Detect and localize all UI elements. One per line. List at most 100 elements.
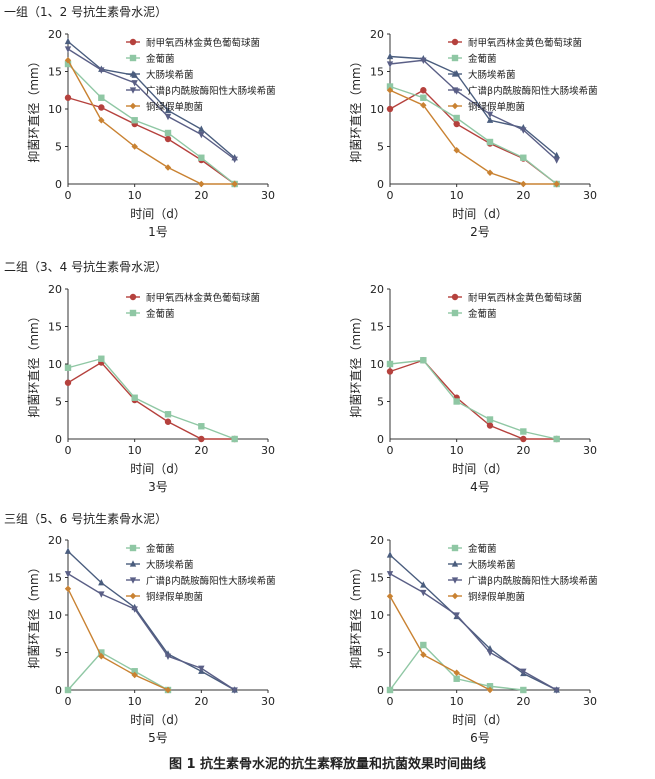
data-point xyxy=(131,117,138,124)
data-point xyxy=(420,589,427,597)
data-point xyxy=(231,156,238,164)
legend-label: 耐甲氧西林金黄色葡萄球菌 xyxy=(146,37,260,49)
series-line xyxy=(389,59,558,161)
x-axis-title: 时间（d） xyxy=(130,207,186,221)
legend-label: 广谱β内酰胺酶阳性大肠埃希菌 xyxy=(146,575,276,587)
series-3 xyxy=(386,571,560,694)
legend-marker xyxy=(451,38,459,46)
y-tick-label: 5 xyxy=(377,647,384,660)
series-line xyxy=(389,89,557,185)
axes: 5 10 15 20 0 10 20 30 0 xyxy=(48,534,275,708)
legend-item: 金葡菌 xyxy=(448,308,497,320)
y-tick-label: 5 xyxy=(377,396,384,409)
series-line xyxy=(67,48,236,160)
y-tick-label: 0 xyxy=(55,433,62,446)
x-tick-label: 20 xyxy=(194,189,208,202)
group-title-2: 二组（3、4 号抗生素骨水泥） xyxy=(4,260,168,274)
y-tick-label: 20 xyxy=(48,28,62,41)
data-point xyxy=(98,578,105,586)
data-point xyxy=(486,416,494,423)
data-point xyxy=(198,154,205,161)
legend-item: 金葡菌 xyxy=(126,308,175,320)
legend-marker xyxy=(451,70,459,77)
data-point xyxy=(231,180,238,188)
series-line xyxy=(389,595,491,691)
legend-marker xyxy=(451,560,459,567)
legend-marker xyxy=(451,102,459,110)
data-point xyxy=(64,60,72,68)
x-tick-label: 20 xyxy=(516,444,530,457)
x-tick-label: 30 xyxy=(583,695,597,708)
data-point xyxy=(453,114,460,122)
y-tick-label: 20 xyxy=(370,534,384,547)
data-point xyxy=(64,571,72,578)
data-point xyxy=(486,169,494,176)
y-axis-title: 抑菌环直径（mm） xyxy=(26,310,41,417)
data-point xyxy=(231,687,238,694)
legend-marker xyxy=(129,102,137,110)
y-tick-label: 20 xyxy=(48,283,62,296)
y-tick-label: 10 xyxy=(370,609,384,622)
data-point xyxy=(453,120,460,128)
legend-label: 耐甲氧西林金黄色葡萄球菌 xyxy=(146,292,260,304)
y-tick-label: 0 xyxy=(377,433,384,446)
legend-label: 金葡菌 xyxy=(146,543,175,555)
data-point xyxy=(164,135,172,143)
chart-title: 6号 xyxy=(470,731,490,745)
data-point xyxy=(386,83,394,90)
series-3 xyxy=(64,571,238,694)
data-point xyxy=(520,686,527,694)
legend-item: 耐甲氧西林金黄色葡萄球菌 xyxy=(448,37,582,49)
data-point xyxy=(420,651,427,658)
data-point xyxy=(386,571,394,578)
data-point xyxy=(164,411,172,418)
legend-label: 耐甲氧西林金黄色葡萄球菌 xyxy=(468,37,582,49)
data-point xyxy=(64,37,72,45)
series-line xyxy=(67,63,236,185)
data-point xyxy=(386,87,394,94)
series-line xyxy=(67,357,235,440)
legend-label: 金葡菌 xyxy=(468,543,497,555)
series-2 xyxy=(64,355,238,443)
data-point xyxy=(64,364,72,371)
data-point xyxy=(64,57,72,64)
data-point xyxy=(98,649,105,656)
x-tick-label: 20 xyxy=(194,695,208,708)
y-tick-label: 15 xyxy=(370,572,384,585)
series-line xyxy=(389,359,557,440)
x-tick-label: 0 xyxy=(65,189,72,202)
legend-marker xyxy=(451,54,459,62)
x-tick-label: 20 xyxy=(516,189,530,202)
data-point xyxy=(386,360,394,368)
x-tick-label: 30 xyxy=(261,189,275,202)
data-point xyxy=(98,591,105,598)
y-tick-label: 10 xyxy=(48,358,62,371)
data-point xyxy=(520,180,527,188)
data-point xyxy=(486,116,494,123)
series-1 xyxy=(386,357,560,443)
axes: 5 10 15 20 0 10 20 30 0 xyxy=(370,534,597,708)
legend-marker xyxy=(451,544,459,552)
legend-marker xyxy=(129,309,137,317)
data-point xyxy=(164,113,172,121)
series-line xyxy=(389,573,558,691)
x-tick-label: 30 xyxy=(261,695,275,708)
data-point xyxy=(164,164,172,171)
x-tick-label: 0 xyxy=(65,695,72,708)
series-4 xyxy=(64,585,172,694)
x-tick-label: 10 xyxy=(128,189,142,202)
legend-marker xyxy=(451,309,459,317)
legend-item: 大肠埃希菌 xyxy=(448,559,516,571)
data-point xyxy=(98,117,105,124)
x-tick-label: 10 xyxy=(450,189,464,202)
legend-label: 大肠埃希菌 xyxy=(146,69,194,81)
legend-item: 铜绿假单胞菌 xyxy=(126,591,203,603)
data-point xyxy=(520,428,527,435)
x-tick-label: 30 xyxy=(583,444,597,457)
y-axis-title: 抑菌环直径（mm） xyxy=(348,310,363,417)
legend-marker xyxy=(451,87,459,94)
legend-label: 铜绿假单胞菌 xyxy=(146,591,203,603)
data-point xyxy=(453,669,460,676)
series-2 xyxy=(386,357,560,443)
